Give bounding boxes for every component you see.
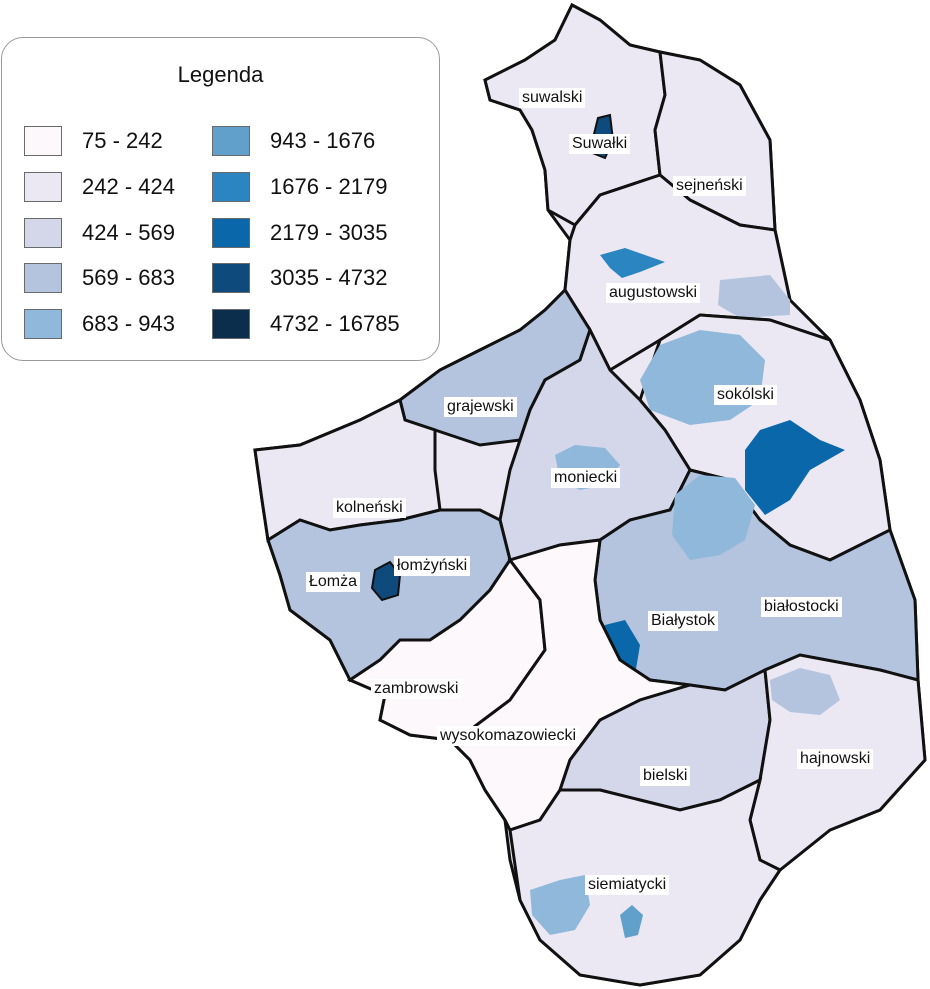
legend-item: 242 - 424 [24,171,175,203]
legend-label: 1676 - 2179 [270,174,388,199]
region-suwalski [483,2,667,227]
legend-item: 943 - 1676 [212,125,375,157]
legend-swatch [212,172,250,202]
legend-item: 75 - 242 [24,125,163,157]
region-label-grajewski: grajewski [444,397,517,417]
legend: Legenda 75 - 242 242 - 424 424 - 569 569… [1,37,440,361]
legend-swatch [24,263,62,293]
legend-label: 569 - 683 [82,265,175,290]
legend-swatch [24,126,62,156]
legend-item: 569 - 683 [24,262,175,294]
region-label-suwalski: suwalski [519,88,586,108]
patch-augustowski-lake [600,248,665,278]
legend-item: 1676 - 2179 [212,171,387,203]
region-label-sokolski: sokólski [714,385,777,405]
region-label-bialystok: Białystok [648,611,719,631]
legend-swatch [212,126,250,156]
region-label-suwalki: Suwałki [569,134,631,154]
region-label-siemiatycki: siemiatycki [585,875,670,895]
legend-label: 424 - 569 [82,220,175,245]
region-label-bialostocki: białostocki [761,597,842,617]
legend-label: 943 - 1676 [270,128,376,153]
region-label-lomzynski: łomżyński [394,556,471,576]
region-label-lomza: Łomża [306,572,361,592]
legend-item: 683 - 943 [24,308,175,340]
region-label-kolnenski: kolneński [333,498,406,518]
legend-item: 3035 - 4732 [212,262,387,294]
region-label-wysokomazowiecki: wysokomazowiecki [437,726,580,746]
region-label-sejnenski: sejneński [673,176,746,196]
legend-item: 4732 - 16785 [212,308,400,340]
legend-swatch [24,218,62,248]
legend-label: 4732 - 16785 [270,311,400,336]
legend-label: 2179 - 3035 [270,220,388,245]
legend-label: 3035 - 4732 [270,265,388,290]
patch-hajnowski-west [770,668,840,715]
region-label-zambrowski: zambrowski [371,679,462,699]
patch-augustowski-east [718,275,790,318]
region-label-moniecki: moniecki [551,468,621,488]
region-label-bielski: bielski [640,766,691,786]
legend-swatch [24,309,62,339]
legend-swatch [212,218,250,248]
legend-label: 242 - 424 [82,174,175,199]
region-label-augustowski: augustowski [606,283,701,303]
patch-bialostocki-north [672,475,755,560]
legend-item: 424 - 569 [24,217,175,249]
legend-item: 2179 - 3035 [212,217,387,249]
legend-label: 683 - 943 [82,311,175,336]
legend-swatch [212,263,250,293]
legend-swatch [24,172,62,202]
legend-title: Legenda [177,62,264,87]
patch-siemiatycki-town [620,905,643,938]
patch-siemiatycki-west [530,875,590,935]
region-label-hajnowski: hajnowski [797,749,874,769]
legend-swatch [212,309,250,339]
region-lomza-city [370,560,402,602]
patch-sokolski-east [745,420,845,515]
legend-label: 75 - 242 [82,128,163,153]
